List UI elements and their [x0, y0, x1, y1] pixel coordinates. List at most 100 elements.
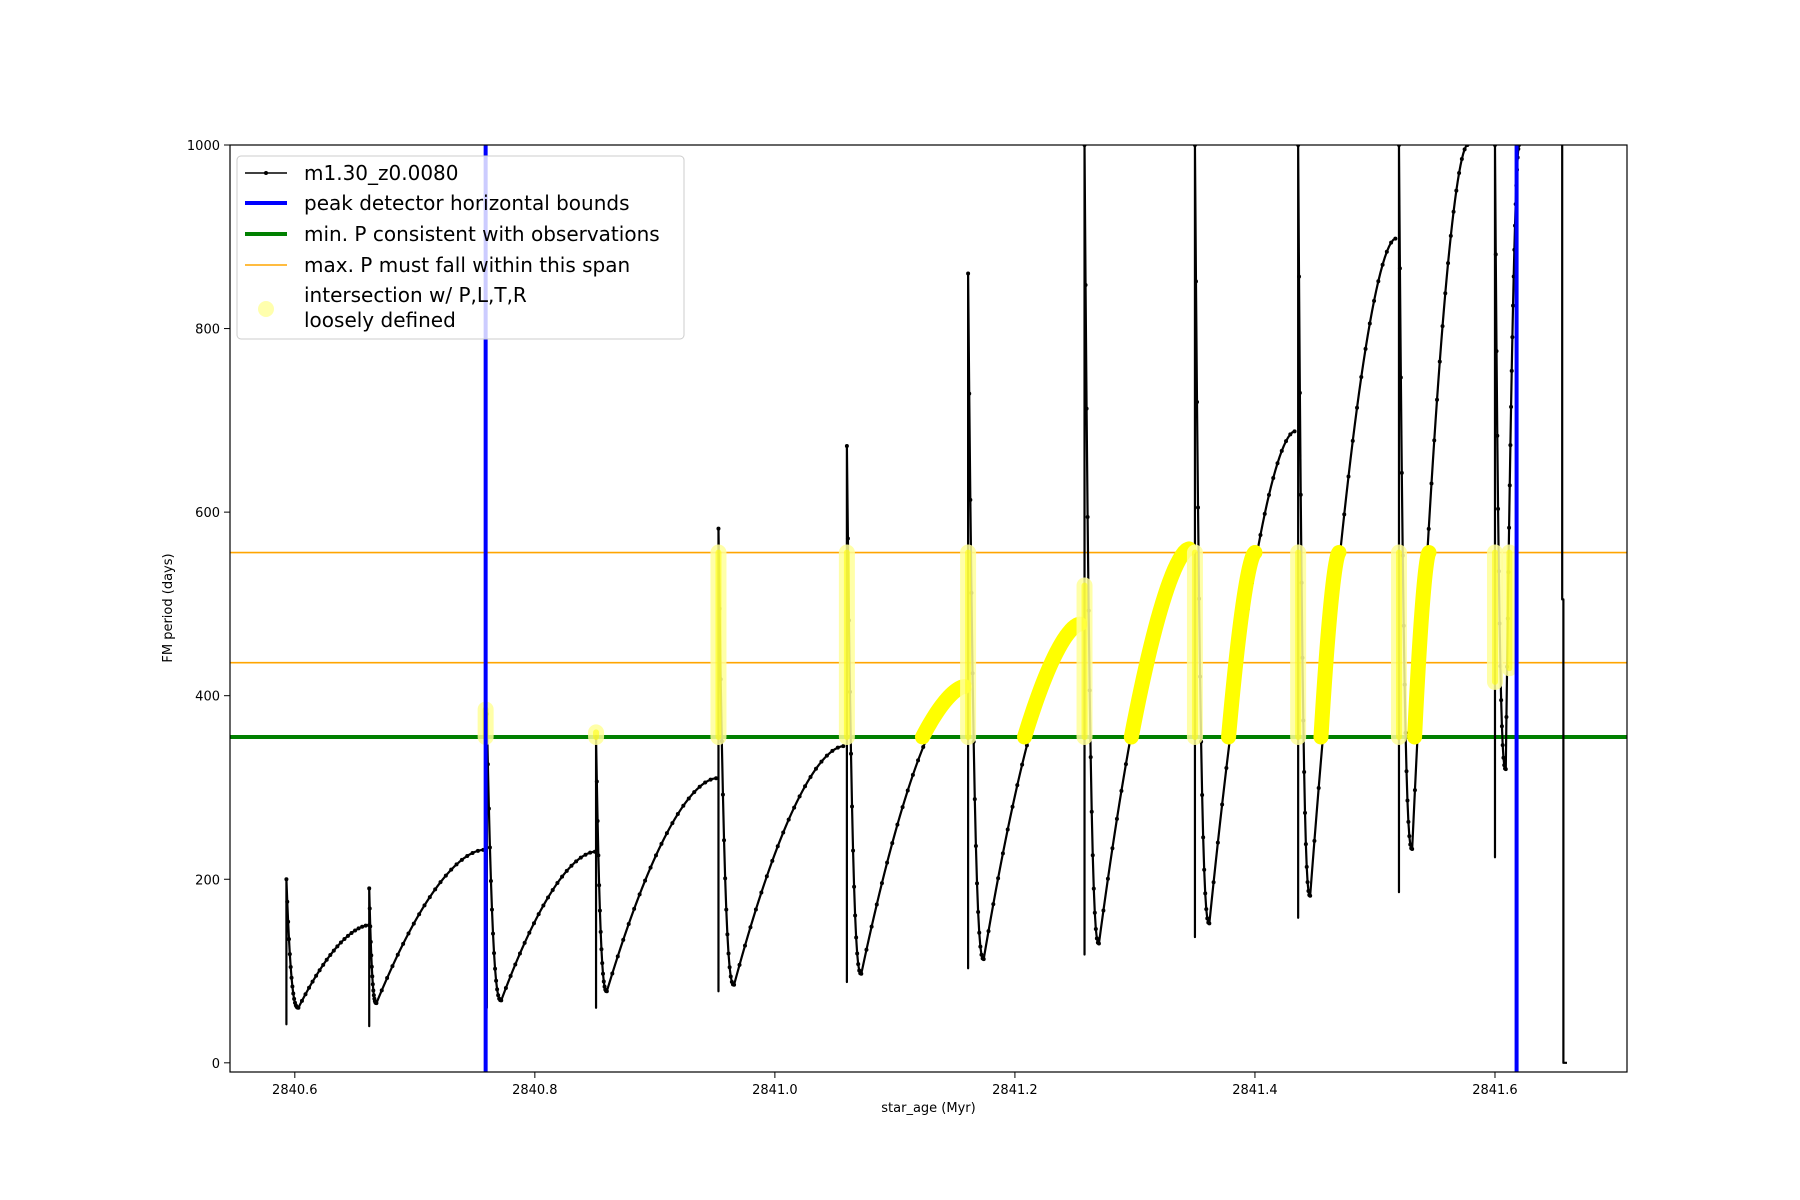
series-point [1005, 827, 1010, 832]
series-point [854, 935, 859, 940]
series-point [1119, 788, 1124, 793]
y-tick-label: 0 [212, 1057, 220, 1072]
series-point [967, 391, 972, 396]
series-point [596, 853, 601, 858]
series-point [595, 818, 600, 823]
series-point [1363, 346, 1368, 351]
series-point [286, 937, 291, 942]
series-point [1367, 321, 1372, 326]
legend-entry-intersection: intersection w/ P,L,T,R loosely defined [258, 283, 527, 332]
series-point [1204, 907, 1209, 912]
series-point [328, 953, 333, 958]
series-point [850, 804, 855, 809]
series-point [367, 886, 372, 891]
series-point [1510, 335, 1515, 340]
series-point [1224, 766, 1229, 771]
series-point [1010, 804, 1015, 809]
series-point [900, 805, 905, 810]
series-point [844, 444, 849, 449]
series-point [1384, 249, 1389, 254]
series-point [285, 899, 290, 904]
series-point [742, 943, 747, 948]
legend-label-peak-bounds: peak detector horizontal bounds [304, 191, 630, 215]
series-point [1088, 755, 1093, 760]
series-point [1496, 506, 1501, 511]
series-point [643, 878, 648, 883]
series-point [292, 996, 297, 1001]
series-point [1193, 279, 1198, 284]
series-point [1372, 298, 1377, 303]
series-point [851, 848, 856, 853]
series-point [1380, 262, 1385, 267]
series-point [342, 937, 347, 942]
series-point [626, 922, 631, 927]
series-point [1499, 724, 1504, 729]
series-point [597, 908, 602, 913]
series-point [610, 971, 615, 976]
series-point [289, 975, 294, 980]
legend: m1.30_z0.0080 peak detector horizontal b… [236, 155, 685, 340]
series-point [459, 857, 464, 862]
series-point [1304, 864, 1309, 869]
series-point [592, 849, 597, 854]
series-point [601, 979, 606, 984]
series-point [496, 993, 501, 998]
series-point [675, 812, 680, 817]
series-point [491, 931, 496, 936]
series-point [681, 803, 686, 808]
series-point [296, 1005, 301, 1010]
series-point [813, 766, 818, 771]
series-point [808, 774, 813, 779]
series-point [1266, 492, 1271, 497]
series-point [1454, 188, 1459, 193]
x-tick-label: 2841.2 [992, 1083, 1038, 1098]
series-point [493, 966, 498, 971]
series-point [321, 962, 326, 967]
series-point [856, 962, 861, 967]
series-point [781, 830, 786, 835]
series-point [1507, 525, 1512, 530]
series-point [600, 971, 605, 976]
series-point [395, 952, 400, 957]
series-point [536, 912, 541, 917]
series-point [670, 821, 675, 826]
series-point [830, 748, 835, 753]
series-point [1459, 157, 1464, 162]
series-point [1292, 429, 1297, 434]
series-point [859, 971, 864, 976]
series-point [307, 985, 312, 990]
series-point [1306, 889, 1311, 894]
series-point [1196, 505, 1201, 510]
series-point [1493, 252, 1498, 257]
series-point [331, 948, 336, 953]
series-point [1000, 851, 1005, 856]
y-tick-label: 400 [195, 690, 220, 705]
series-point [371, 993, 376, 998]
series-point [1509, 404, 1514, 409]
series-point [1303, 810, 1308, 815]
series-point [370, 974, 375, 979]
series-point [417, 912, 422, 917]
series-point [1355, 405, 1360, 410]
series-point [1342, 512, 1347, 517]
series-point [1346, 474, 1351, 479]
series-point [465, 853, 470, 858]
series-point [1101, 908, 1106, 913]
series-point [1308, 893, 1313, 898]
series-point [374, 1001, 379, 1006]
series-point [1096, 941, 1101, 946]
series-point [725, 932, 730, 937]
series-point [764, 874, 769, 879]
series-point [979, 952, 984, 957]
x-tick-label: 2840.6 [272, 1083, 318, 1098]
series-point [1194, 400, 1199, 405]
legend-entry-min-period: min. P consistent with observations [245, 222, 660, 246]
series-point [1207, 921, 1212, 926]
series-point [1462, 147, 1467, 152]
series-point [708, 777, 713, 782]
series-point [1501, 755, 1506, 760]
series-point [910, 772, 915, 777]
series-point [1350, 438, 1355, 443]
series-point [1093, 926, 1098, 931]
series-point [368, 939, 373, 944]
